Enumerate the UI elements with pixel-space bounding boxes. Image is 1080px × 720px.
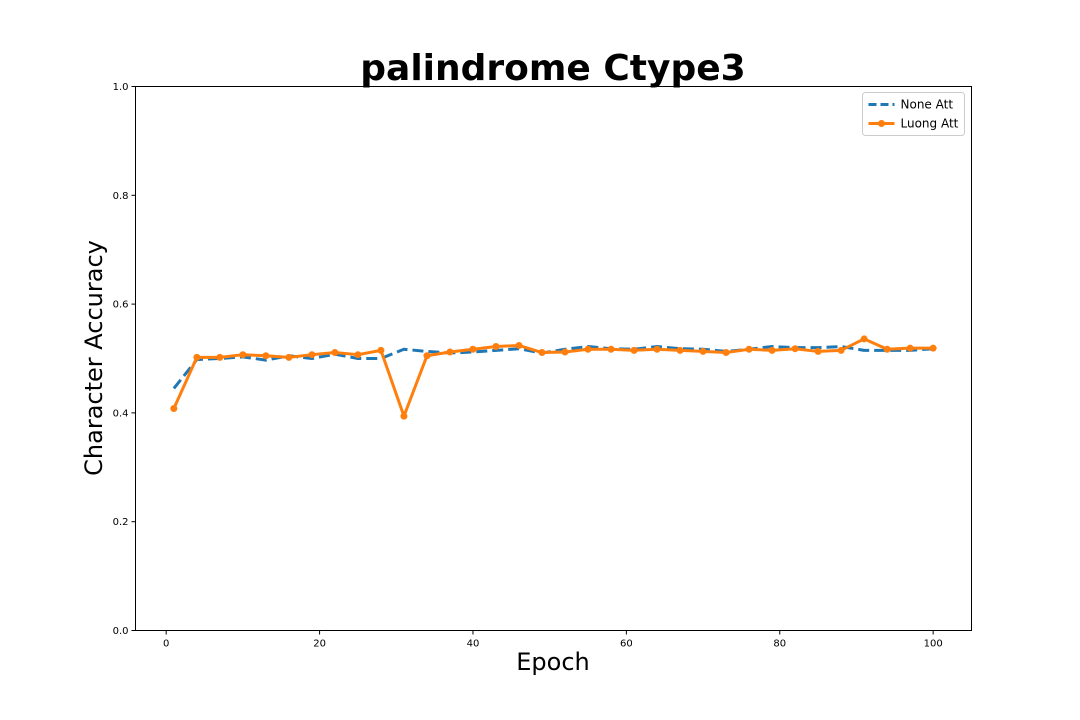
data-point <box>331 349 339 357</box>
data-point <box>653 345 661 353</box>
y-tick-label: 0.8 <box>113 191 129 202</box>
data-point <box>239 351 247 359</box>
y-tick-label: 0.6 <box>113 300 129 311</box>
data-point <box>906 344 914 352</box>
data-point <box>883 345 891 353</box>
y-tick-label: 1.0 <box>113 82 129 93</box>
data-point <box>193 353 201 361</box>
data-point <box>791 345 799 353</box>
data-point <box>584 345 592 353</box>
x-tick-label: 0 <box>163 639 169 650</box>
x-axis-ticks: 0 20 40 60 80 100 <box>163 630 943 650</box>
y-axis-ticks: 0.0 0.2 0.4 0.6 0.8 1.0 <box>113 82 136 637</box>
x-axis-label: Epoch <box>516 648 590 676</box>
x-tick-label: 20 <box>313 639 326 650</box>
chart-title: palindrome Ctype3 <box>360 48 745 89</box>
legend-marker <box>878 120 885 127</box>
x-tick-label: 100 <box>924 639 943 650</box>
y-tick-label: 0.0 <box>113 626 129 637</box>
data-point <box>814 347 822 355</box>
data-point <box>492 343 500 351</box>
y-tick-label: 0.4 <box>113 408 129 419</box>
data-point <box>423 352 431 360</box>
data-point <box>676 346 684 354</box>
y-axis-label: Character Accuracy <box>80 240 108 476</box>
data-point <box>285 353 293 361</box>
data-point <box>929 344 937 352</box>
data-point <box>630 346 638 354</box>
data-point <box>262 352 270 360</box>
data-point <box>745 345 753 353</box>
data-point <box>216 353 224 361</box>
y-tick-label: 0.2 <box>113 517 129 528</box>
data-point <box>308 351 316 359</box>
data-point <box>400 412 408 420</box>
data-point <box>538 349 546 357</box>
x-tick-label: 80 <box>773 639 786 650</box>
plot-area <box>135 86 972 631</box>
data-point <box>354 351 362 359</box>
data-point <box>515 341 523 349</box>
legend-label: None Att <box>901 98 954 112</box>
legend: None Att Luong Att <box>862 92 965 136</box>
data-point <box>607 345 615 353</box>
x-tick-label: 60 <box>620 639 633 650</box>
data-point <box>699 347 707 355</box>
data-point <box>469 345 477 353</box>
series-layer <box>170 335 937 420</box>
series-line-luong-att <box>172 337 935 418</box>
plot-frame <box>135 86 972 631</box>
data-point <box>837 346 845 354</box>
x-tick-label: 40 <box>467 639 480 650</box>
data-point <box>860 335 868 343</box>
data-point <box>722 349 730 357</box>
data-point <box>170 405 178 413</box>
data-point <box>446 348 454 356</box>
legend-label: Luong Att <box>901 117 959 131</box>
data-point <box>561 348 569 356</box>
data-point <box>377 346 385 354</box>
data-point <box>768 346 776 354</box>
